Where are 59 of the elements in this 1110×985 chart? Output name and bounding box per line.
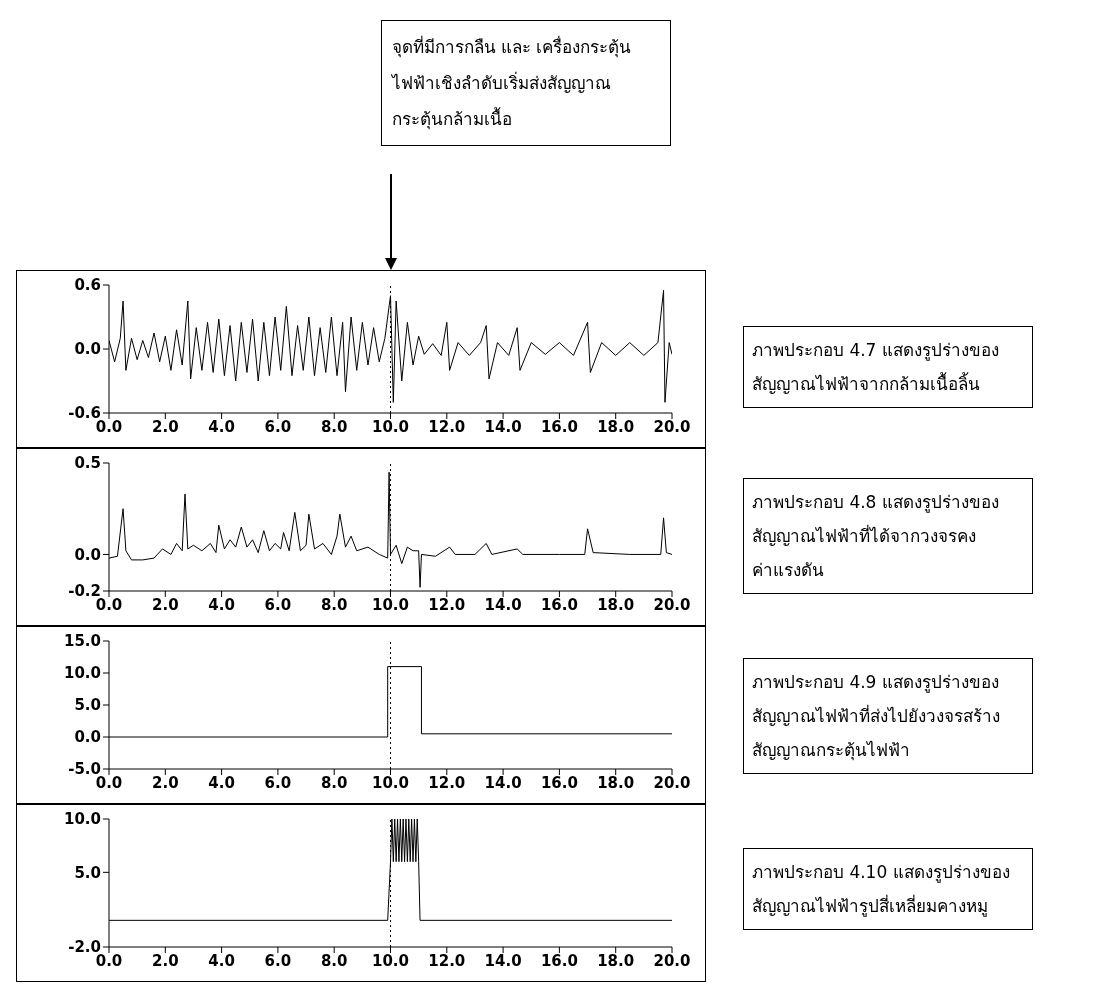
y-tick-label: 15.0	[63, 632, 101, 651]
x-tick-label: 16.0	[540, 417, 578, 436]
x-tick-label: 8.0	[320, 417, 348, 436]
y-tick-label: 5.0	[74, 863, 101, 882]
x-tick-label: 16.0	[540, 773, 578, 792]
x-tick-label: 18.0	[597, 595, 635, 614]
y-tick-label: 0.6	[74, 276, 101, 295]
text: ภาพประกอบ 4.7 แสดงรูปร่างของ สัญญาณไฟฟ้าจากกล้ามเนื้อลิ้น	[743, 326, 1033, 408]
x-tick-label: 2.0	[152, 595, 179, 614]
x-tick-label: 14.0	[484, 417, 522, 436]
x-tick-label: 10.0	[371, 417, 410, 436]
x-tick-label: 10.0	[371, 951, 410, 970]
x-tick-label: 14.0	[484, 773, 522, 792]
x-tick-label: 12.0	[428, 417, 466, 436]
y-tick-label: 0.5	[74, 454, 101, 473]
x-tick-label: 18.0	[597, 951, 635, 970]
x-tick-label: 14.0	[484, 595, 522, 614]
y-tick-label: 0.0	[74, 340, 101, 359]
x-tick-label: 4.0	[208, 417, 235, 436]
x-tick-label: 10.0	[371, 773, 410, 792]
x-tick-label: 18.0	[597, 417, 635, 436]
x-tick-label: 0.0	[95, 951, 123, 970]
text: จุดที่มีการกลืน และ เครื่องกระตุ้นไฟฟ้าเชิงลำดับเริ่มส่งสัญญาณกระตุ้นกล้ามเนื้อ	[380, 20, 671, 146]
x-tick-label: 10.0	[371, 595, 410, 614]
x-tick-label: 14.0	[484, 951, 522, 970]
x-tick-label: 6.0	[264, 773, 292, 792]
x-tick-label: 0.0	[95, 417, 123, 436]
x-tick-label: 4.0	[208, 595, 235, 614]
x-tick-label: 0.0	[95, 773, 123, 792]
x-tick-label: 6.0	[264, 595, 292, 614]
x-tick-label: 4.0	[208, 951, 235, 970]
x-tick-label: 0.0	[95, 595, 123, 614]
x-tick-label: 12.0	[428, 951, 466, 970]
x-tick-label: 12.0	[428, 595, 466, 614]
y-tick-label: 5.0	[74, 696, 101, 715]
x-tick-label: 6.0	[264, 417, 292, 436]
x-tick-label: 20.0	[653, 595, 691, 614]
x-tick-label: 8.0	[320, 951, 348, 970]
text: ภาพประกอบ 4.8 แสดงรูปร่างของ สัญญาณไฟฟ้าที่ได้จากวงจรคงค่าแรงดัน	[743, 478, 1033, 594]
x-tick-label: 20.0	[653, 417, 691, 436]
y-tick-label: 0.0	[74, 728, 101, 747]
x-tick-label: 8.0	[320, 595, 348, 614]
x-tick-label: 6.0	[264, 951, 292, 970]
x-tick-label: 2.0	[152, 417, 179, 436]
x-tick-label: 20.0	[653, 773, 691, 792]
x-tick-label: 12.0	[428, 773, 466, 792]
x-tick-label: 2.0	[152, 773, 179, 792]
text: ภาพประกอบ 4.10 แสดงรูปร่างของ สัญญาณไฟฟ้ารูปสี่เหลี่ยมคางหมู	[743, 848, 1033, 930]
x-tick-label: 4.0	[208, 773, 235, 792]
text: ภาพประกอบ 4.9 แสดงรูปร่างของ สัญญาณไฟฟ้าที่ส่งไปยังวงจรสร้าง สัญญาณกระตุ้นไฟฟ้า	[743, 658, 1033, 774]
y-tick-label: 0.0	[74, 545, 101, 564]
x-tick-label: 8.0	[320, 773, 348, 792]
x-tick-label: 18.0	[597, 773, 635, 792]
x-tick-label: 16.0	[540, 951, 578, 970]
x-tick-label: 2.0	[152, 951, 179, 970]
y-tick-label: 10.0	[63, 664, 101, 683]
x-tick-label: 16.0	[540, 595, 578, 614]
y-tick-label: 10.0	[63, 810, 101, 829]
x-tick-label: 20.0	[653, 951, 691, 970]
